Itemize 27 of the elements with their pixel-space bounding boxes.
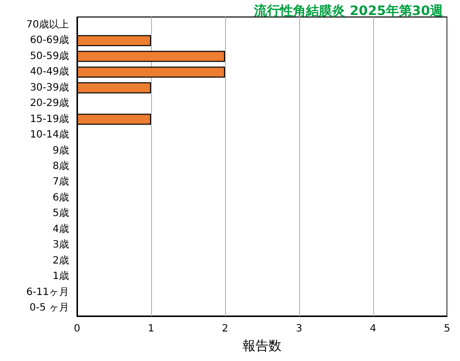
y-tick-label: 50-59歳 xyxy=(30,50,69,62)
x-tick-label: 0 xyxy=(74,324,80,334)
chart-title: 流行性角結膜炎 2025年第30週 xyxy=(253,3,444,19)
x-tick-label: 1 xyxy=(148,324,154,334)
y-tick-label: 2歳 xyxy=(52,254,69,266)
y-tick-label: 30-39歳 xyxy=(30,81,69,94)
y-tick-label: 40-49歳 xyxy=(30,66,69,78)
y-tick-label: 70歳以上 xyxy=(26,18,69,30)
y-tick-label: 10-14歳 xyxy=(30,128,69,141)
y-tick-label: 20-29歳 xyxy=(30,97,69,110)
x-tick-label: 5 xyxy=(444,324,450,334)
x-tick-label: 4 xyxy=(370,324,376,334)
y-tick-label: 6-11ヶ月 xyxy=(26,286,69,298)
y-tick-label: 0-5 ヶ月 xyxy=(29,302,69,314)
y-tick-label: 3歳 xyxy=(52,238,69,251)
y-tick-label: 60-69歳 xyxy=(30,34,69,46)
y-tick-label: 5歳 xyxy=(52,207,69,220)
y-tick-label: 1歳 xyxy=(52,270,69,282)
x-tick-label: 2 xyxy=(222,324,228,334)
y-tick-label: 4歳 xyxy=(52,222,69,235)
y-tick-label: 7歳 xyxy=(52,176,69,188)
x-axis-title: 報告数 xyxy=(242,339,282,354)
y-tick-label: 15-19歳 xyxy=(30,112,69,125)
y-tick-label: 9歳 xyxy=(52,144,69,156)
y-tick-label: 6歳 xyxy=(52,191,69,204)
y-tick-label: 8歳 xyxy=(52,160,69,172)
x-tick-label: 3 xyxy=(296,324,302,334)
